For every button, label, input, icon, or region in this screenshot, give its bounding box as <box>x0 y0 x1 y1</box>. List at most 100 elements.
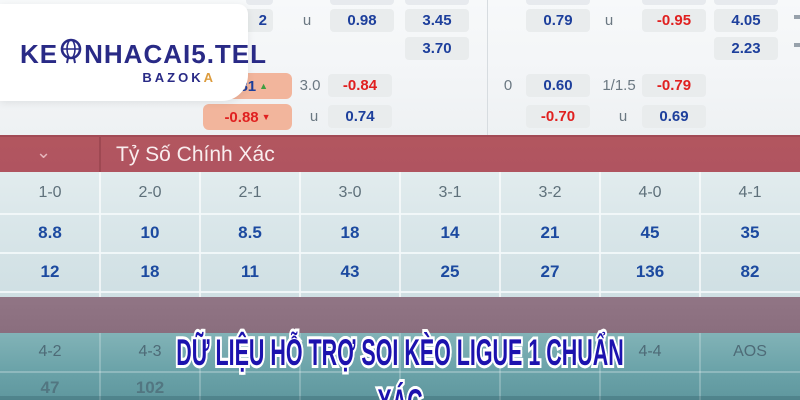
grid-column-divider <box>199 333 201 400</box>
odds-cell-ou[interactable]: -0.84 <box>328 74 392 97</box>
score-header-cell: AOS <box>733 343 767 360</box>
score-odds-cell[interactable]: 25 <box>440 262 460 281</box>
score-header-cell <box>400 333 500 371</box>
clipped-cell-fragment <box>526 0 590 5</box>
score-odds-cell[interactable]: 45 <box>640 223 660 242</box>
score-header-cell: 4-3 <box>138 343 162 360</box>
odds-cell-ou[interactable]: 0.98 <box>330 9 394 32</box>
odds-cell-ou[interactable]: -0.95 <box>642 9 706 32</box>
score-odds-cell[interactable]: 21 <box>540 223 560 242</box>
chevron-down-icon[interactable]: ⌄ <box>36 142 52 162</box>
score-odds-cell[interactable]: 43 <box>340 262 360 281</box>
score-header-cell: 2-0 <box>138 184 162 201</box>
score-odds-cell[interactable]: 82 <box>740 262 760 281</box>
logo-text-end: NHACAI5.TEL <box>84 39 268 69</box>
score-header-cell: 2-1 <box>238 184 262 201</box>
score-header-cell <box>200 333 300 371</box>
bar-divider <box>99 137 101 172</box>
score-header-cell <box>500 333 600 371</box>
over-under-label: u <box>618 108 628 125</box>
odds-cell-handicap-highlighted[interactable]: -0.88 ▼ <box>203 104 292 130</box>
grid-column-divider <box>499 333 501 400</box>
odds-value: -0.88 <box>224 108 259 126</box>
grid-column-divider <box>299 333 301 400</box>
grid-row-divider <box>0 213 800 215</box>
score-odds-cell[interactable]: 12 <box>40 262 60 281</box>
grid-column-divider <box>199 172 201 297</box>
score-header-cell: 4-4 <box>638 343 662 360</box>
grid-column-divider <box>299 172 301 297</box>
grid-row-divider <box>0 371 800 373</box>
section-title: Tỷ Số Chính Xác <box>116 143 275 166</box>
score-odds-cell[interactable]: 8.8 <box>38 223 62 242</box>
grid-column-divider <box>99 333 101 400</box>
clipped-odds-fragment <box>794 15 800 19</box>
clipped-cell-fragment <box>405 0 469 5</box>
score-header-cell: 3-0 <box>338 184 362 201</box>
grid-column-divider <box>499 172 501 297</box>
score-odds-cell[interactable]: 136 <box>635 262 665 281</box>
grid-column-divider <box>599 172 601 297</box>
clipped-odds-fragment <box>794 43 800 47</box>
score-header-cell: 4-2 <box>38 343 62 360</box>
odds-cell-1x2[interactable]: 3.45 <box>405 9 469 32</box>
odds-cell-1x2[interactable]: 2.23 <box>714 37 778 60</box>
over-under-label: u <box>302 12 312 29</box>
logo-tagline-accent: A <box>203 70 216 85</box>
logo-text-start: KE <box>20 39 59 69</box>
ou-line-label: 3.0 <box>299 77 321 94</box>
score-odds-cell[interactable]: 14 <box>440 223 460 242</box>
grid-column-divider <box>399 333 401 400</box>
score-odds-cell[interactable]: 10 <box>140 223 160 242</box>
score-header-cell: 3-2 <box>538 184 562 201</box>
ou-line-label: 1/1.5 <box>602 77 636 94</box>
odds-cell-1x2[interactable]: 3.70 <box>405 37 469 60</box>
score-odds-cell[interactable]: 11 <box>241 262 259 281</box>
score-odds-cell[interactable]: 35 <box>740 223 760 242</box>
score-header-cell: 4-1 <box>738 184 762 201</box>
grid-column-divider <box>699 333 701 400</box>
over-under-label: u <box>309 108 319 125</box>
grid-column-divider <box>399 172 401 297</box>
handicap-line-label: 0 <box>503 77 513 94</box>
clipped-cell-fragment <box>642 0 706 5</box>
separator-band <box>0 297 800 333</box>
score-header-cell: 3-1 <box>438 184 462 201</box>
odds-cell-1x2[interactable]: 4.05 <box>714 9 778 32</box>
score-odds-cell[interactable]: 8.5 <box>238 223 262 242</box>
correct-score-grid: 1-0 2-0 2-1 3-0 3-1 3-2 4-0 4-1 8.8 10 8… <box>0 172 800 297</box>
site-logo[interactable]: KE NHACAI5.TEL BAZOKA <box>0 4 266 101</box>
panel-divider <box>487 0 488 135</box>
score-odds-cell[interactable]: 47 <box>40 378 60 397</box>
globe-mascot-icon <box>59 38 83 71</box>
score-odds-cell[interactable]: 18 <box>140 262 160 281</box>
correct-score-grid-lower: 4-2 4-3 4-4 AOS 47 102 <box>0 333 800 400</box>
bottom-shade <box>0 396 800 400</box>
clipped-cell-fragment <box>714 0 778 5</box>
trend-down-icon: ▼ <box>261 111 271 122</box>
odds-cell-handicap[interactable]: 0.60 <box>526 74 590 97</box>
odds-cell-handicap[interactable]: -0.70 <box>526 105 590 128</box>
logo-tagline-main: BAZOK <box>142 70 204 85</box>
logo-tagline: BAZOKA <box>142 70 216 85</box>
grid-row-divider <box>0 291 800 293</box>
odds-cell-ou[interactable]: 0.69 <box>642 105 706 128</box>
grid-column-divider <box>599 333 601 400</box>
score-odds-cell[interactable]: 27 <box>540 262 560 281</box>
score-odds-cell[interactable]: 102 <box>135 378 165 397</box>
logo-text: KE NHACAI5.TEL <box>20 38 267 71</box>
score-odds-cell[interactable]: 18 <box>340 223 360 242</box>
clipped-cell-fragment <box>330 0 394 5</box>
match-odds-section: 2 u 0.98 3.45 3.70 0.79 u -0.95 4.05 2.2… <box>0 0 800 135</box>
score-header-cell: 4-0 <box>638 184 662 201</box>
over-under-label: u <box>604 12 614 29</box>
grid-column-divider <box>699 172 701 297</box>
score-header-cell: 1-0 <box>38 184 62 201</box>
odds-cell-handicap[interactable]: 0.79 <box>526 9 590 32</box>
grid-column-divider <box>99 172 101 297</box>
odds-cell-ou[interactable]: -0.79 <box>642 74 706 97</box>
odds-cell-ou[interactable]: 0.74 <box>328 105 392 128</box>
grid-row-divider <box>0 252 800 254</box>
correct-score-section-bar: ⌄ Tỷ Số Chính Xác <box>0 135 800 172</box>
